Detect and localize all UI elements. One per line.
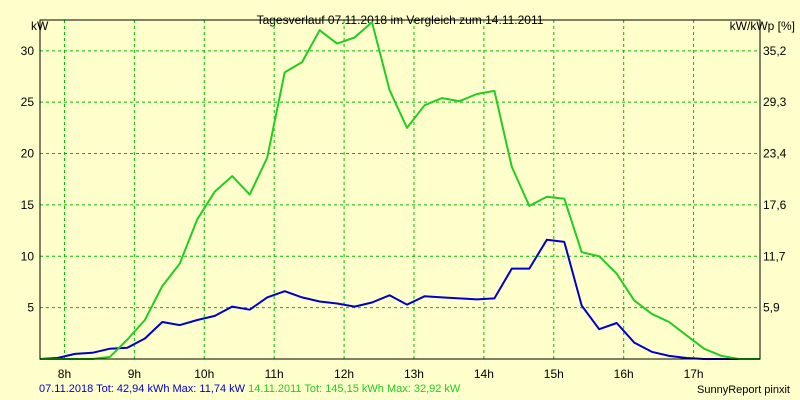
- y2-tick-label: 17,6: [763, 198, 787, 212]
- grid: [40, 20, 760, 359]
- y2-tick-label: 5,9: [763, 301, 780, 315]
- series1-summary: 07.11.2018 Tot: 42,94 kWh Max: 11,74 kW: [39, 383, 246, 395]
- y2-tick-label: 35,2: [763, 44, 787, 58]
- y-tick-label: 10: [21, 249, 35, 263]
- y2-tick-label: 29,3: [763, 95, 787, 109]
- series-line-2: [40, 21, 760, 360]
- series-line-1: [39, 238, 760, 360]
- x-tick-label: 17h: [684, 367, 704, 381]
- x-tick-label: 14h: [474, 367, 494, 381]
- y2-tick-label: 23,4: [763, 147, 787, 161]
- x-tick-label: 12h: [334, 367, 354, 381]
- y-tick-label: 30: [21, 44, 35, 58]
- series-lines: [39, 21, 760, 360]
- x-tick-label: 8h: [58, 367, 71, 381]
- x-tick-label: 11h: [265, 367, 284, 381]
- x-tick-label: 16h: [614, 367, 634, 381]
- tick-labels: 8h 9h 10h 11h 12h 13h 14h 15h 16h 17h 5 10 15 20 25 30 5…: [21, 44, 787, 381]
- credit-text: SunnyReport pinxit: [697, 384, 790, 396]
- footer-summary: 07.11.2018 Tot: 42,94 kWh Max: 11,74 kW …: [39, 383, 460, 395]
- y-tick-label: 5: [27, 301, 34, 315]
- x-tick-label: 13h: [404, 367, 424, 381]
- series2-summary: 14.11.2011 Tot: 145,15 kWh Max: 32,92 kW: [248, 383, 461, 395]
- x-tick-label: 15h: [544, 367, 564, 381]
- y-tick-label: 15: [21, 198, 35, 212]
- x-tick-label: 10h: [194, 367, 214, 381]
- plot-frame: [39, 19, 761, 360]
- y2-tick-label: 11,7: [763, 249, 786, 263]
- y2-axis-label: kW/kWp [%]: [730, 19, 795, 33]
- y-tick-label: 20: [21, 147, 35, 161]
- y-tick-label: 25: [21, 95, 35, 109]
- x-tick-label: 9h: [128, 367, 141, 381]
